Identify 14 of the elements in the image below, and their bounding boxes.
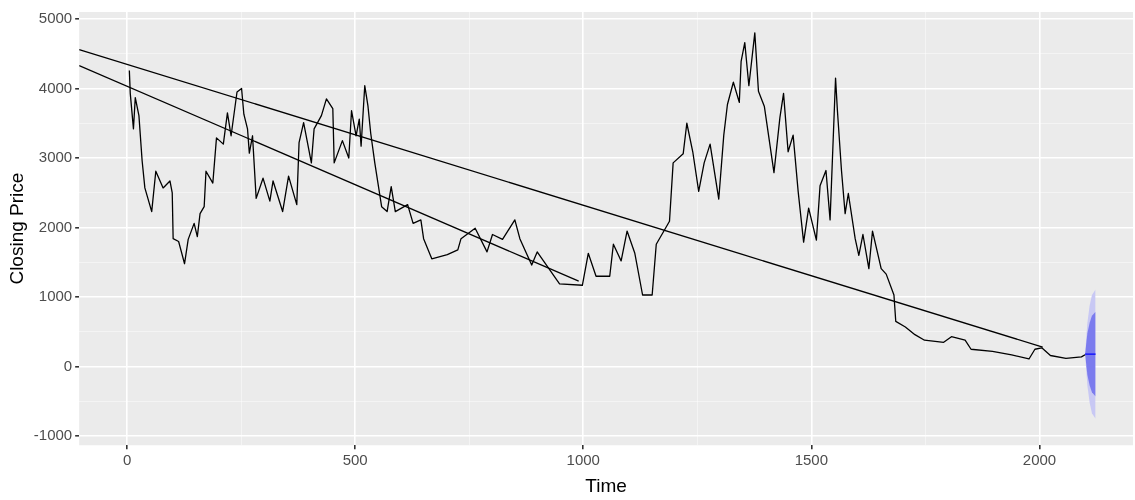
y-axis-title: Closing Price — [5, 172, 27, 285]
y-tick-label: 4000 — [38, 78, 73, 96]
y-tick-label: 0 — [63, 356, 73, 374]
x-tick-label: 1000 — [566, 451, 600, 469]
x-tick-label: 500 — [342, 451, 368, 469]
y-tick-label: 1000 — [38, 287, 73, 305]
y-tick-label: 5000 — [38, 9, 73, 27]
x-tick-label: 2000 — [1022, 451, 1057, 469]
x-tick-label: 1500 — [794, 451, 829, 469]
x-axis-title: Time — [585, 474, 627, 496]
y-tick-label: 2000 — [38, 217, 73, 235]
y-tick-label: 3000 — [38, 148, 73, 166]
x-tick-label: 0 — [122, 451, 132, 469]
y-tick-label: -1000 — [33, 426, 73, 444]
